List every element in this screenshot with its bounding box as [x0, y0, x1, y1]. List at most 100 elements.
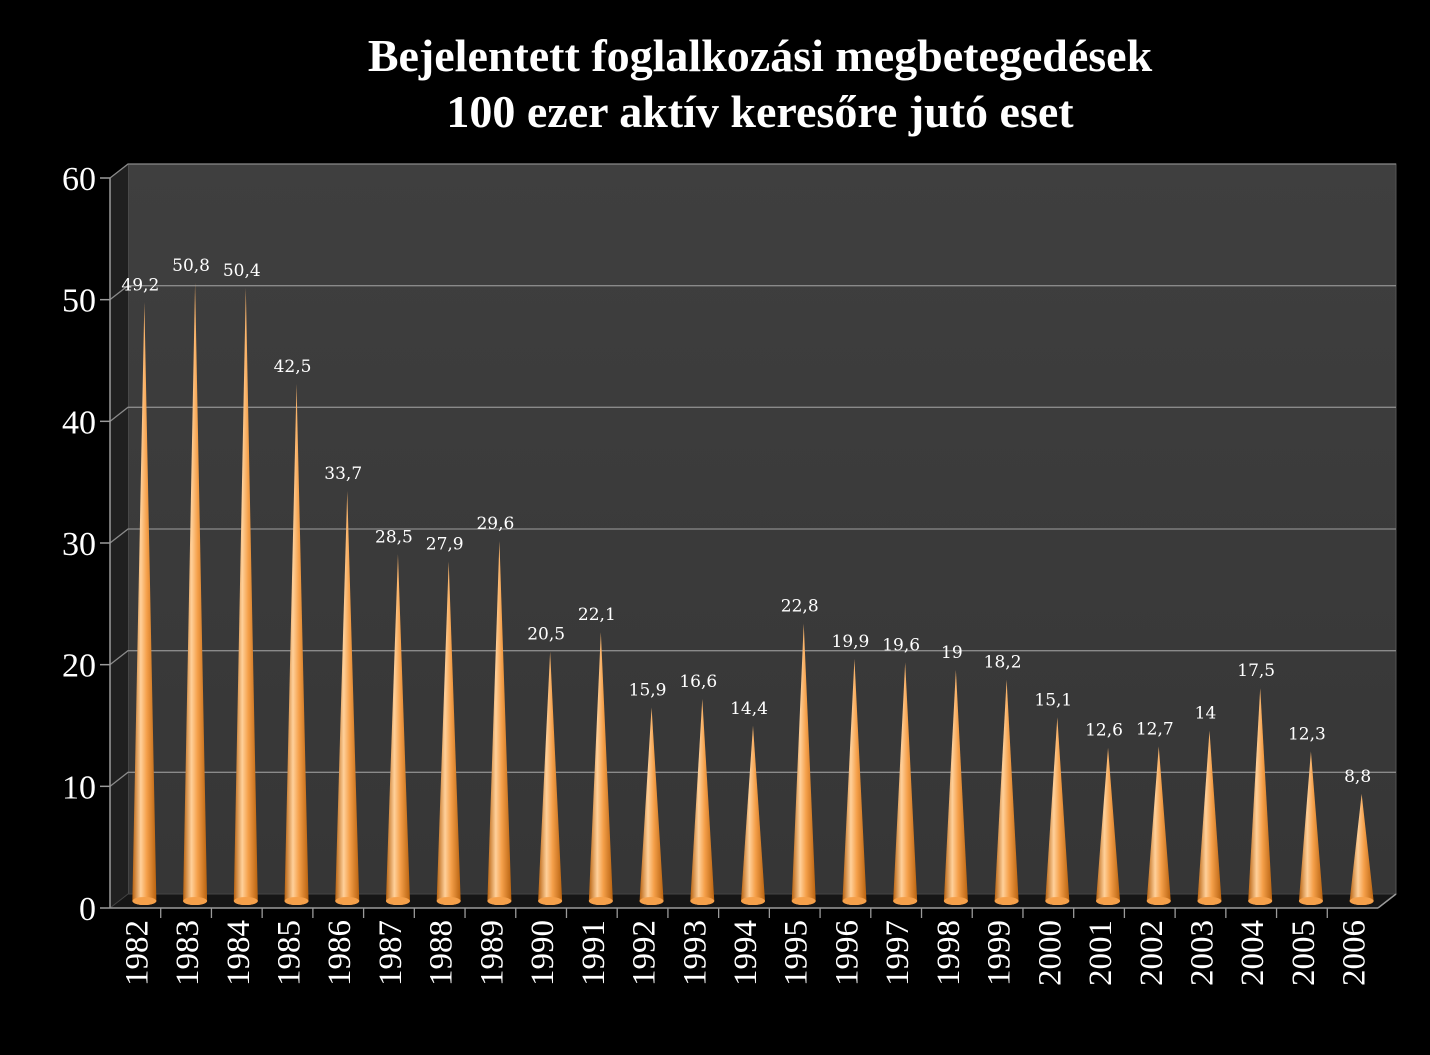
y-tick-label: 10 [62, 769, 96, 806]
data-label-2006: 8,8 [1344, 767, 1371, 787]
bars [132, 282, 1374, 906]
bar-base [385, 897, 410, 905]
y-tick-label: 60 [62, 161, 96, 198]
bar-cone [284, 383, 309, 906]
x-tick-label-1987: 1987 [373, 920, 409, 986]
data-label-2005: 12,3 [1288, 724, 1326, 744]
bar-base [132, 897, 157, 905]
bar-cone [233, 287, 258, 905]
bar-2004 [1248, 688, 1273, 905]
x-tick-label-1995: 1995 [779, 920, 815, 986]
bar-base [943, 897, 968, 905]
bar-base [1349, 897, 1374, 905]
bar-base [1045, 897, 1070, 905]
y-tick-label: 20 [62, 648, 96, 685]
x-tick-label-1993: 1993 [677, 920, 713, 986]
bar-cone [132, 302, 157, 905]
bar-cone [385, 554, 410, 905]
data-labels: 49,2 50,8 50,4 42,5 33,7 28,5 27,9 29,6 20,5 22,1… [121, 256, 1371, 787]
gridline [109, 406, 1396, 422]
x-tick-label-1986: 1986 [322, 920, 358, 986]
bar-base [335, 897, 360, 905]
data-label-1997: 19,6 [882, 636, 920, 656]
x-tick-label-2000: 2000 [1032, 920, 1068, 986]
bar-base [639, 897, 664, 905]
y-tick-label: 30 [62, 526, 96, 563]
bar-cone [487, 540, 512, 905]
bar-2005 [1298, 751, 1323, 905]
data-label-2004: 17,5 [1237, 661, 1275, 681]
bar-1989 [487, 540, 512, 905]
bar-1992 [639, 707, 664, 905]
bar-cone [588, 632, 613, 905]
bar-base [690, 897, 715, 905]
data-label-1984: 50,4 [223, 261, 261, 281]
bar-base [741, 897, 765, 905]
bar-cone [943, 669, 968, 905]
bar-cone [1298, 751, 1323, 905]
bar-2006 [1349, 793, 1374, 905]
bar-cone [183, 282, 208, 905]
bar-cone [1045, 717, 1070, 905]
x-axis-depth-line [1377, 893, 1397, 909]
bar-cone [1146, 746, 1171, 905]
data-label-1989: 29,6 [476, 514, 514, 534]
bar-base [284, 897, 309, 905]
bar-base [1146, 897, 1171, 905]
x-tick-label-2004: 2004 [1235, 920, 1271, 986]
bar-2000 [1045, 717, 1070, 905]
bar-base [994, 897, 1019, 905]
y-tick-label: 50 [62, 283, 96, 320]
bar-2001 [1096, 747, 1121, 905]
x-tick-label-2005: 2005 [1286, 920, 1322, 986]
bar-1983 [183, 282, 208, 905]
data-label-1991: 22,1 [578, 605, 616, 625]
bar-cone [893, 662, 918, 905]
y-tick-label: 0 [79, 891, 96, 928]
bar-1994 [741, 725, 765, 905]
bar-cone [436, 561, 461, 905]
bar-base [893, 897, 918, 905]
data-label-1988: 27,9 [426, 535, 464, 555]
gridline [109, 285, 1396, 301]
bar-1997 [893, 662, 918, 905]
bar-1999 [994, 679, 1019, 905]
gridline [109, 771, 1396, 787]
x-tick-label-2001: 2001 [1083, 920, 1119, 986]
x-tick-label-1996: 1996 [829, 920, 865, 986]
data-label-1986: 33,7 [324, 464, 362, 484]
x-tick-label-1994: 1994 [728, 920, 764, 986]
x-tick-label-1985: 1985 [272, 920, 308, 986]
data-label-2003: 14 [1195, 704, 1217, 724]
bar-base [1298, 897, 1323, 905]
gridline [109, 528, 1396, 544]
bar-base [538, 897, 563, 905]
bar-cone [538, 651, 563, 905]
bar-cone [335, 490, 360, 905]
bar-base [487, 897, 512, 905]
bar-2002 [1146, 746, 1171, 905]
bar-base [183, 897, 208, 905]
bar-cone [791, 623, 816, 905]
bar-cone [994, 679, 1019, 905]
x-tick-label-1990: 1990 [525, 920, 561, 986]
bar-base [436, 897, 461, 905]
data-label-1987: 28,5 [375, 527, 413, 547]
bar-base [1248, 897, 1273, 905]
bar-base [233, 897, 258, 905]
data-label-1990: 20,5 [527, 625, 565, 645]
x-tick-label-1982: 1982 [119, 920, 155, 986]
bar-1985 [284, 383, 309, 906]
bar-base [1096, 897, 1121, 905]
bar-base [791, 897, 816, 905]
data-label-1993: 16,6 [679, 672, 717, 692]
bar-1998 [943, 669, 968, 905]
data-label-1992: 15,9 [629, 681, 667, 701]
x-tick-label-1992: 1992 [627, 920, 663, 986]
bar-base [588, 897, 613, 905]
bar-1988 [436, 561, 461, 905]
bar-cone [741, 725, 765, 905]
bar-cone [1096, 747, 1121, 905]
bar-base [842, 897, 867, 905]
bar-1987 [385, 554, 410, 905]
